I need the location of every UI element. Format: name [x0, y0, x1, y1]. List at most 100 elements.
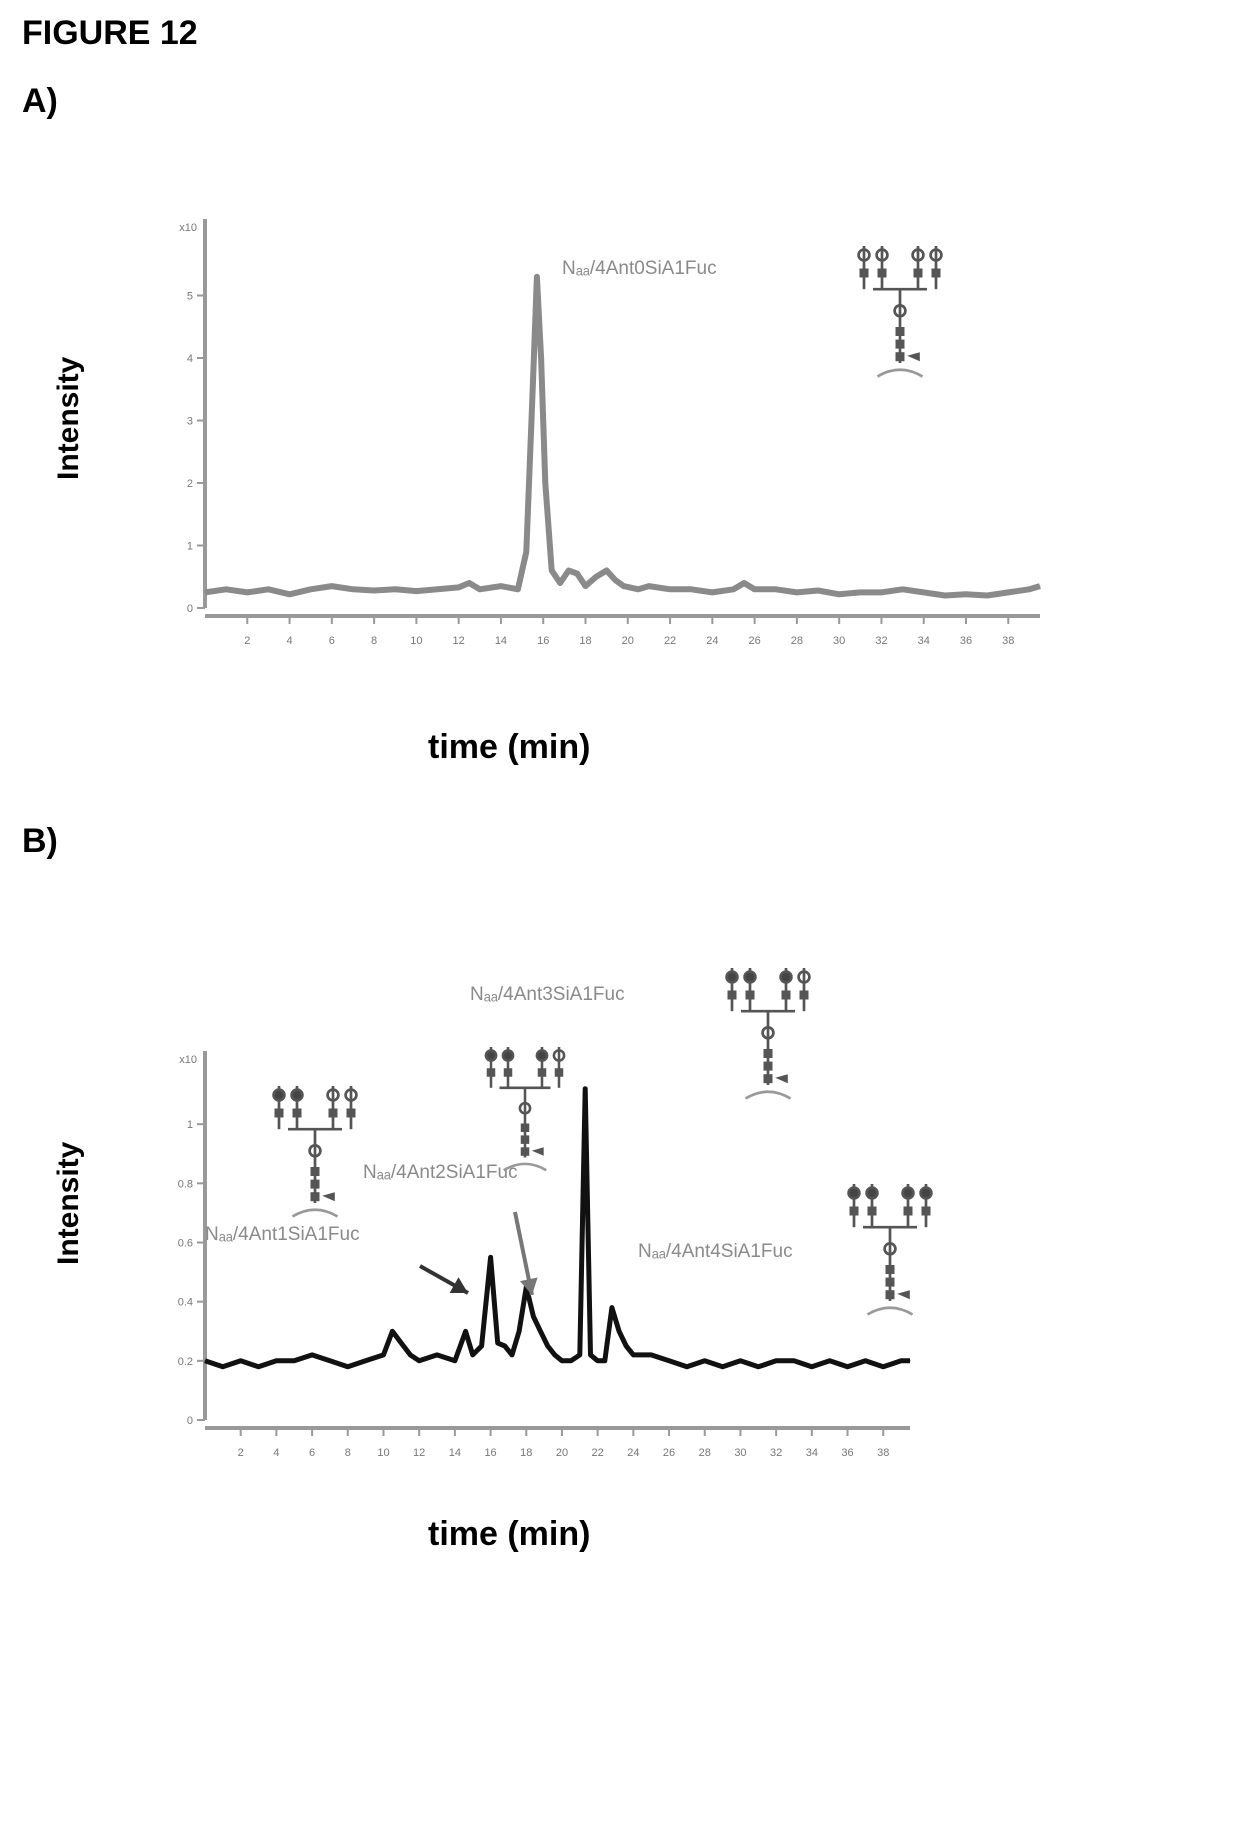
chart1-y-tick-label: 0.2: [178, 1356, 193, 1368]
chart0-data-point: [289, 593, 291, 595]
chart0-data-point: [500, 585, 502, 587]
chart1-x-tick-label: 36: [841, 1447, 853, 1459]
chart0-y-tick-label: 0: [187, 603, 193, 615]
chart1-data-point: [436, 1354, 438, 1356]
chart1-x-tick-label: 10: [377, 1447, 389, 1459]
panel-b-peak-label-3: Nₐₐ/4Ant3SiA1Fuc: [470, 984, 625, 1005]
panel-b-x-axis-label: time (min): [428, 1515, 591, 1553]
chart1-x-tick-label: 26: [663, 1447, 675, 1459]
chart0-data-point: [479, 588, 481, 590]
chart0-data-point: [544, 482, 546, 484]
chart0-x-tick-label: 2: [244, 635, 250, 647]
chart0-data-point: [880, 591, 882, 593]
chart0-data-point: [902, 588, 904, 590]
chart1-data-point: [604, 1360, 606, 1362]
chart0-data-point: [517, 588, 519, 590]
chart1-data-point: [347, 1366, 349, 1368]
chart1-x-tick-label: 32: [770, 1447, 782, 1459]
chart1-x-tick-label: 16: [484, 1447, 496, 1459]
chart1-data-point: [597, 1360, 599, 1362]
chart0-data-point: [1028, 588, 1030, 590]
panel-a-peak-label: Nₐₐ/4Ant0SiA1Fuc: [562, 258, 717, 279]
chart1-data-point: [739, 1360, 741, 1362]
chart0-data-point: [225, 588, 227, 590]
chart1-data-point: [625, 1345, 627, 1347]
chart1-data-point: [632, 1354, 634, 1356]
chart1-data-point: [329, 1360, 331, 1362]
chart0-data-point: [986, 595, 988, 596]
chart0-data-point: [923, 591, 925, 593]
chart0-data-point: [775, 588, 777, 590]
chart0-data-point: [525, 551, 527, 553]
chart1-x-tick-label: 24: [627, 1447, 639, 1459]
chart0-data-point: [536, 276, 538, 278]
chart1-data-point: [204, 1360, 206, 1362]
chart1-data-point: [391, 1330, 393, 1332]
chart1-data-point: [400, 1342, 402, 1344]
chart0-data-point: [540, 357, 542, 359]
chart1-x-tick-label: 38: [877, 1447, 889, 1459]
chart0-data-point: [838, 593, 840, 595]
chart0-data-point: [267, 588, 269, 590]
chart0-data-point: [614, 579, 616, 581]
chart0-y-tick-label: 1: [187, 541, 193, 553]
chart1-data-point: [511, 1354, 513, 1356]
chart0-data-point: [551, 570, 553, 571]
chart1-data-point: [900, 1360, 902, 1362]
chart0-data-point: [576, 573, 578, 575]
chart1-data-point: [584, 1088, 586, 1090]
chart0-x-tick-label: 32: [875, 635, 887, 647]
chart1-y-tick-label: 0.4: [178, 1297, 193, 1309]
chart1-data-point: [909, 1360, 911, 1362]
chart0-data-point: [648, 585, 650, 587]
chart0-data-point: [637, 588, 639, 590]
chart0-y-tick-label: 3: [187, 416, 193, 428]
panel-a-x-axis-label: time (min): [428, 728, 591, 766]
chart1-data-point: [275, 1360, 277, 1362]
glycan-structure-1sia-icon: [272, 1085, 358, 1218]
chart1-x-tick-label: 34: [806, 1447, 818, 1459]
chart1-data-point: [847, 1366, 849, 1368]
chart1-data-point: [222, 1366, 224, 1368]
chart0-data-point: [743, 582, 745, 584]
arrow-1sia: [419, 1264, 469, 1295]
chart0-data-point: [732, 588, 734, 590]
chart0-x-tick-label: 18: [579, 635, 591, 647]
chart1-y-tick-label: 1: [187, 1119, 193, 1131]
chart1-data-point: [465, 1330, 467, 1332]
chart0-x-tick-label: 38: [1002, 635, 1014, 647]
chart1-data-point: [409, 1354, 411, 1356]
chart0-x-tick-label: 30: [833, 635, 845, 647]
chart1-data-point: [240, 1360, 242, 1362]
chart1-y-tick-label: 0.6: [178, 1238, 193, 1250]
chart0-data-point: [246, 591, 248, 593]
chart0-y-tick-label: 5: [187, 291, 193, 303]
chart1-x-tick-label: 4: [273, 1447, 279, 1459]
chart0-y-tick-label: 2: [187, 478, 193, 490]
chart0-x-tick-label: 16: [537, 635, 549, 647]
chart1-data-point: [811, 1366, 813, 1368]
chart1-data-point: [258, 1366, 260, 1368]
glycan-structure-3sia-icon: [725, 967, 811, 1100]
chart1-x-tick-label: 2: [238, 1447, 244, 1459]
chart0-x-tick-label: 22: [664, 635, 676, 647]
chart1-data-point: [570, 1360, 572, 1362]
chart1-data-point: [618, 1330, 620, 1332]
panel-a-chart: 2 4 6 8 10 12 14 16 18 20 22 24 26 28 30 32 34 36 38012345…: [179, 219, 1041, 647]
chart1-data-point: [382, 1354, 384, 1356]
chart1-data-point: [722, 1366, 724, 1368]
chart1-x-tick-label: 6: [309, 1447, 315, 1459]
chart0-y-tick-label: 4: [187, 353, 193, 365]
chart0-data-point: [559, 582, 561, 584]
chart1-data-point: [704, 1360, 706, 1362]
chart0-x-tick-label: 26: [748, 635, 760, 647]
chart1-data-point: [579, 1354, 581, 1356]
chart1-y-tick-label: 0.8: [178, 1178, 193, 1190]
chart1-data-point: [775, 1360, 777, 1362]
glycan-structure-4sia-icon: [847, 1183, 933, 1316]
chart1-x-tick-label: 20: [556, 1447, 568, 1459]
chart0-x-tick-label: 10: [410, 635, 422, 647]
arrow-2sia: [513, 1211, 538, 1296]
chart1-data-point: [518, 1330, 520, 1332]
